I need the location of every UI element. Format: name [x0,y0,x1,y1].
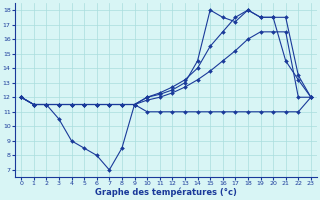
X-axis label: Graphe des températures (°c): Graphe des températures (°c) [95,188,237,197]
